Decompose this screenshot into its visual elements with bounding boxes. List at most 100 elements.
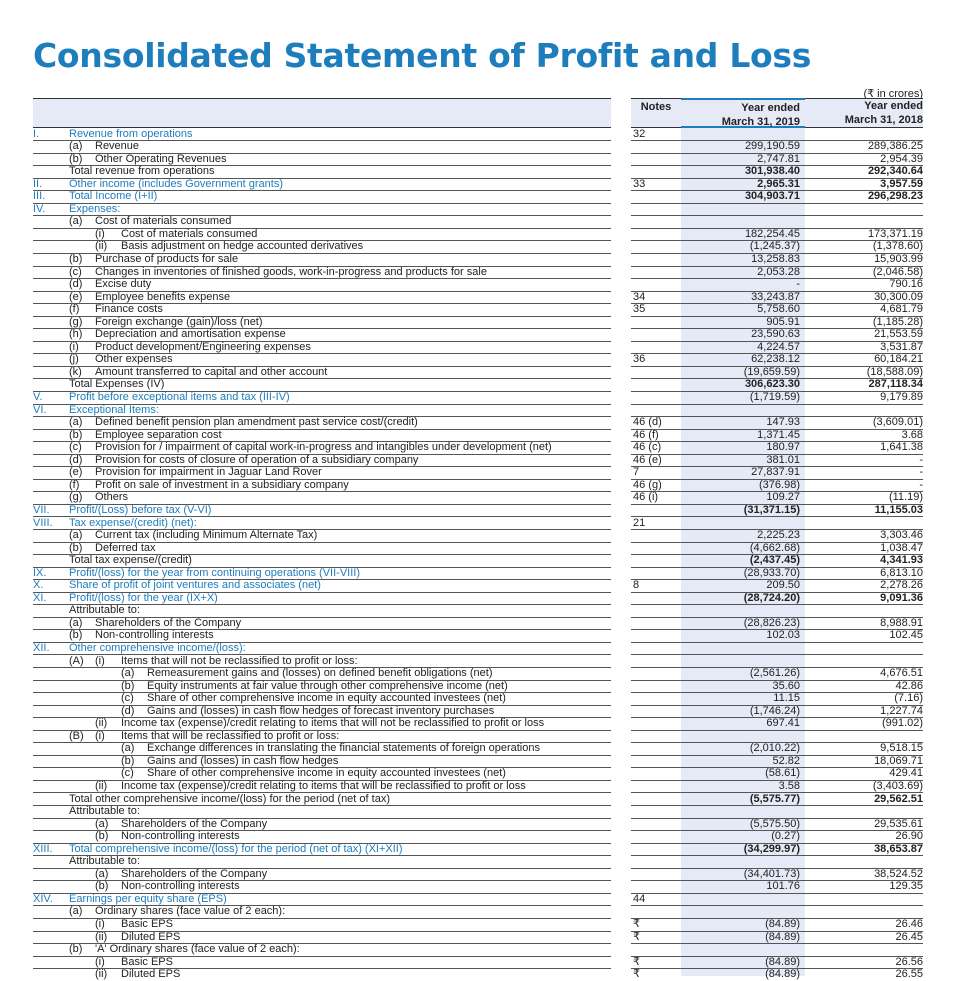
column-gap — [611, 555, 631, 568]
column-gap — [611, 479, 631, 492]
row-label: (a) Cost of materials consumed — [69, 215, 611, 229]
table-row: (i) Cost of materials consumed 182,254.45 1… — [33, 228, 923, 242]
row-label-text: Foreign exchange (gain)/loss (net) — [95, 316, 263, 328]
row-note — [631, 604, 681, 618]
column-gap — [611, 630, 631, 643]
row-sub-marker: (b) — [121, 680, 135, 692]
table-row: VIII. Tax expense/(credit) (net): 21 — [33, 516, 923, 530]
row-marker: (d) — [69, 454, 83, 466]
value-2018: 11,155.03 — [805, 504, 923, 518]
row-numeral — [33, 429, 69, 443]
row-note — [631, 140, 681, 154]
row-label: Earnings per equity share (EPS) — [69, 893, 611, 907]
value-2018 — [805, 203, 923, 217]
column-gap — [611, 128, 631, 141]
column-gap — [611, 404, 631, 417]
row-label-text: Total Income (I+II) — [69, 190, 158, 203]
value-2018: (3,609.01) — [805, 416, 923, 430]
row-label-text: Provision for / impairment of capital wo… — [95, 441, 552, 454]
value-2018: 26.46 — [805, 918, 923, 932]
row-numeral — [33, 855, 69, 869]
column-gap — [611, 605, 631, 618]
row-note — [631, 830, 681, 844]
column-gap — [611, 705, 631, 718]
row-label-text: Employee benefits expense — [95, 291, 231, 303]
row-note: ₹ — [631, 918, 681, 932]
row-label: (b) 'A' Ordinary shares (face value of 2 … — [69, 943, 611, 957]
row-label-text: 'A' Ordinary shares (face value of 2 eac… — [95, 943, 300, 956]
row-sub-marker: (ii) — [95, 240, 108, 253]
row-note — [631, 880, 681, 894]
row-label: Profit before exceptional items and tax … — [69, 391, 611, 405]
value-2019 — [681, 654, 805, 668]
row-note — [631, 805, 681, 819]
value-2018: 790.16 — [805, 278, 923, 292]
row-label-text: Other comprehensive income/(loss): — [69, 642, 246, 654]
row-sub-marker: (i) — [95, 654, 105, 667]
row-note — [631, 203, 681, 217]
row-numeral — [33, 291, 69, 305]
row-note: 34 — [631, 291, 681, 305]
row-numeral: IX. — [33, 567, 69, 581]
row-label: Total comprehensive income/(loss) for th… — [69, 843, 611, 857]
row-note — [631, 153, 681, 167]
row-sub-marker: (ii) — [95, 968, 108, 981]
column-gap — [611, 391, 631, 404]
column-gap — [611, 881, 631, 894]
row-numeral — [33, 491, 69, 505]
table-row: (a) Shareholders of the Company (5,575.50)… — [33, 818, 923, 832]
table-row: (a) Exchange differences in translating t… — [33, 742, 923, 756]
value-2019: (34,299.97) — [681, 843, 805, 857]
row-label-text: Tax expense/(credit) (net): — [69, 516, 197, 529]
table-row: (i) Basic EPS ₹ (84.89) 26.46 — [33, 918, 923, 932]
column-gap — [611, 530, 631, 543]
row-label-text: Product development/Engineering expenses — [95, 341, 311, 353]
value-2018: 6,813.10 — [805, 567, 923, 581]
row-numeral — [33, 278, 69, 292]
column-gap — [611, 492, 631, 505]
row-marker: (b) — [69, 943, 83, 956]
value-2018: (3,403.69) — [805, 780, 923, 794]
row-label: (a) Defined benefit pension plan amendmen… — [69, 416, 611, 430]
row-numeral — [33, 654, 69, 668]
row-numeral — [33, 353, 69, 367]
row-marker: (i) — [69, 341, 79, 353]
value-2018: 287,118.34 — [805, 378, 923, 392]
column-gap — [611, 266, 631, 279]
value-2019: - — [681, 278, 805, 292]
row-label: (a) Shareholders of the Company — [69, 868, 611, 882]
row-numeral — [33, 479, 69, 493]
row-note — [631, 654, 681, 668]
row-numeral: VIII. — [33, 516, 69, 530]
row-note — [631, 404, 681, 418]
row-note — [631, 855, 681, 869]
column-gap — [611, 580, 631, 593]
column-gap — [611, 868, 631, 881]
value-2019: (1,719.59) — [681, 391, 805, 405]
table-row: (b) Purchase of products for sale 13,258.8… — [33, 253, 923, 267]
row-label-text: Exceptional Items: — [69, 404, 159, 416]
value-2018 — [805, 855, 923, 869]
table-row: Total Expenses (IV) 306,623.30 287,118.34 — [33, 378, 923, 392]
table-row: (a) Revenue 299,190.59 289,386.25 — [33, 140, 923, 154]
row-marker: (a) — [69, 617, 83, 629]
value-2019: 299,190.59 — [681, 140, 805, 154]
value-2018: 1,641.38 — [805, 441, 923, 455]
row-label: (a) Current tax (including Minimum Altern… — [69, 529, 611, 543]
row-label-text: Income tax (expense)/credit relating to … — [121, 780, 526, 792]
column-gap — [611, 831, 631, 844]
value-2019 — [681, 516, 805, 530]
value-2019 — [681, 404, 805, 418]
value-2018: (7.16) — [805, 692, 923, 706]
column-gap — [611, 944, 631, 957]
table-row: (f) Profit on sale of investment in a sub… — [33, 479, 923, 493]
row-numeral: XII. — [33, 642, 69, 656]
row-note: ₹ — [631, 956, 681, 970]
row-marker: (A) — [69, 654, 84, 667]
row-label: Total Income (I+II) — [69, 190, 611, 204]
value-2018: 38,653.87 — [805, 843, 923, 857]
row-note: 21 — [631, 516, 681, 530]
table-row: I. Revenue from operations 32 — [33, 128, 923, 142]
table-row: XIII. Total comprehensive income/(loss) f… — [33, 843, 923, 857]
row-marker: (a) — [69, 416, 83, 429]
